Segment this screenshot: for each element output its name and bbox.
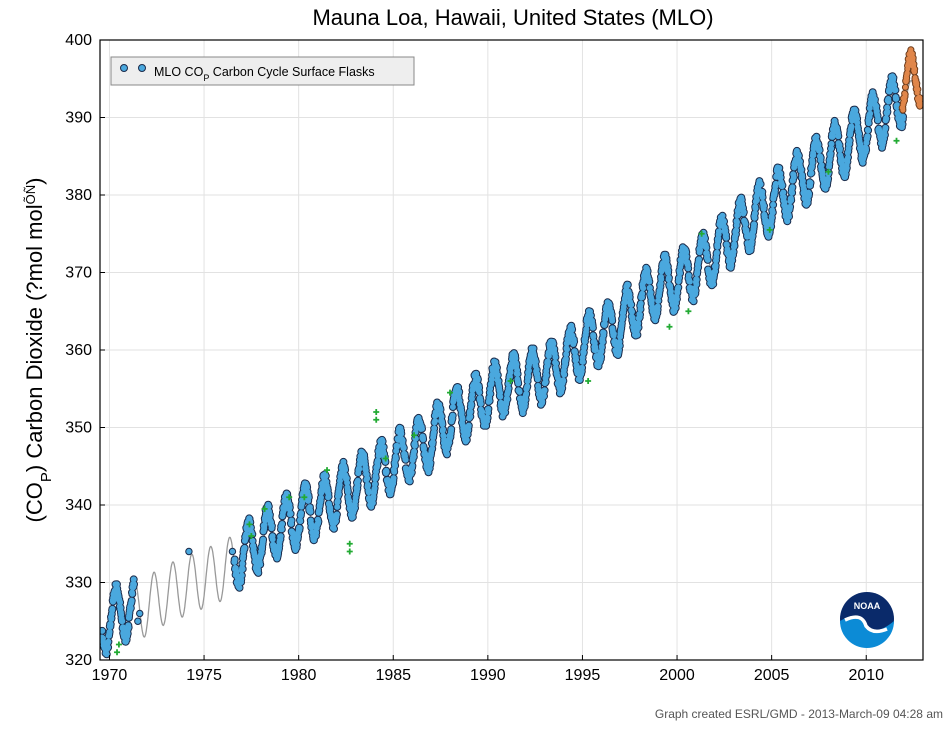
outlier-point xyxy=(346,540,353,547)
flask-points-outline xyxy=(100,72,908,659)
outlier-point xyxy=(766,226,773,233)
outlier-point xyxy=(447,389,454,396)
outlier-point xyxy=(585,378,592,384)
noaa-logo-swoosh xyxy=(844,615,888,634)
chart-title: Mauna Loa, Hawaii, United States (MLO) xyxy=(312,5,713,30)
noaa-logo-text: NOAA xyxy=(854,601,881,611)
y-tick-label: 370 xyxy=(65,265,92,282)
noaa-logo: NOAA xyxy=(840,592,894,648)
flask-point xyxy=(228,547,237,556)
flask-point xyxy=(134,617,142,625)
flask-point xyxy=(136,609,144,618)
y-tick-label: 380 xyxy=(65,187,92,204)
outlier-point xyxy=(114,649,121,656)
x-tick-label: 1995 xyxy=(565,667,601,684)
outlier-point xyxy=(893,137,900,144)
y-tick-label: 340 xyxy=(65,497,92,514)
legend: MLO COP Carbon Cycle Surface Flasks xyxy=(110,56,415,86)
outlier-point xyxy=(346,548,353,555)
y-tick-label: 400 xyxy=(65,32,92,49)
plot-area xyxy=(100,46,923,659)
outlier-point xyxy=(373,416,380,423)
outlier-point xyxy=(382,455,389,462)
x-tick-label: 2010 xyxy=(848,667,884,684)
y-tick-label: 350 xyxy=(65,420,92,437)
flask-points xyxy=(100,73,907,658)
legend-label: MLO COP Carbon Cycle Surface Flasks xyxy=(154,65,375,83)
y-axis-label: (COP) Carbon Dioxide (?mol molÕÑ) xyxy=(22,178,55,523)
outlier-point xyxy=(248,533,255,539)
x-tick-label: 1975 xyxy=(186,667,222,684)
x-tick-label: 1985 xyxy=(375,667,411,684)
legend-marker xyxy=(138,64,146,72)
x-tick-label: 1980 xyxy=(281,667,317,684)
outlier-point xyxy=(301,494,308,501)
outlier-point xyxy=(666,323,673,330)
y-tick-label: 330 xyxy=(65,575,92,592)
outlier-point xyxy=(373,409,380,415)
outlier-point xyxy=(324,467,331,474)
flask-point xyxy=(185,547,193,556)
x-tick-label: 2000 xyxy=(659,667,695,684)
outlier-point xyxy=(507,378,514,384)
outlier-point xyxy=(685,308,692,315)
y-tick-label: 360 xyxy=(65,342,92,359)
outlier-point xyxy=(698,230,705,237)
outlier-point xyxy=(825,168,832,175)
legend-box xyxy=(110,56,415,86)
x-tick-label: 1970 xyxy=(92,667,128,684)
outlier-point xyxy=(246,521,253,528)
graph-credit: Graph created ESRL/GMD - 2013-March-09 0… xyxy=(654,707,943,721)
y-tick-label: 390 xyxy=(65,110,92,127)
recent-points xyxy=(899,47,923,113)
outlier-point xyxy=(115,641,122,648)
y-tick-label: 320 xyxy=(65,652,92,669)
x-tick-label: 2005 xyxy=(754,667,790,684)
outlier-point xyxy=(286,494,293,501)
legend-marker xyxy=(120,64,128,72)
outlier-point xyxy=(411,432,418,439)
noaa-logo-wave xyxy=(840,615,894,648)
outlier-point xyxy=(261,505,268,512)
x-tick-label: 1990 xyxy=(470,667,506,684)
